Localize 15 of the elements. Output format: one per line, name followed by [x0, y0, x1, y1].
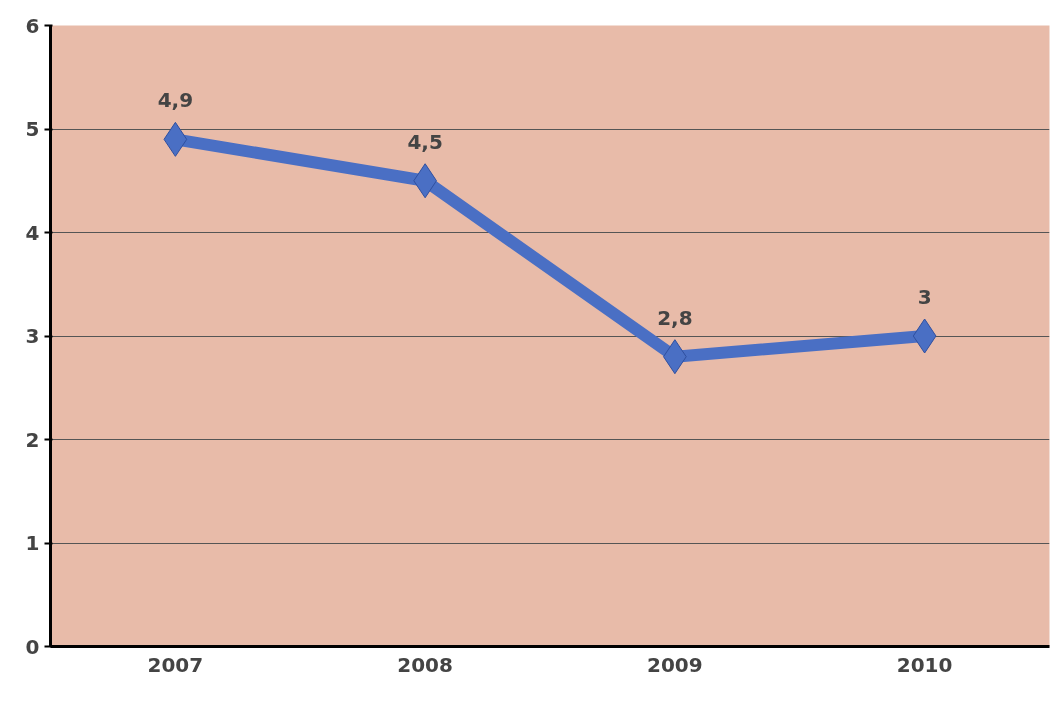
data-label: 4,5 — [407, 129, 443, 154]
y-tick-label: 4 — [25, 220, 40, 245]
y-tick-label: 6 — [25, 13, 40, 38]
data-label: 4,9 — [157, 88, 194, 113]
x-tick-label: 2008 — [397, 652, 453, 677]
data-label: 3 — [917, 285, 932, 309]
x-tick-label: 2009 — [647, 652, 703, 677]
y-tick-label: 1 — [25, 531, 40, 555]
y-tick-label: 0 — [25, 634, 40, 659]
y-tick-label: 5 — [25, 117, 40, 141]
data-label: 2,8 — [657, 305, 693, 330]
x-tick-label: 2007 — [147, 652, 204, 677]
y-tick-label: 2 — [25, 427, 40, 452]
y-tick-label: 3 — [25, 324, 40, 348]
x-tick-label: 2010 — [896, 652, 953, 677]
